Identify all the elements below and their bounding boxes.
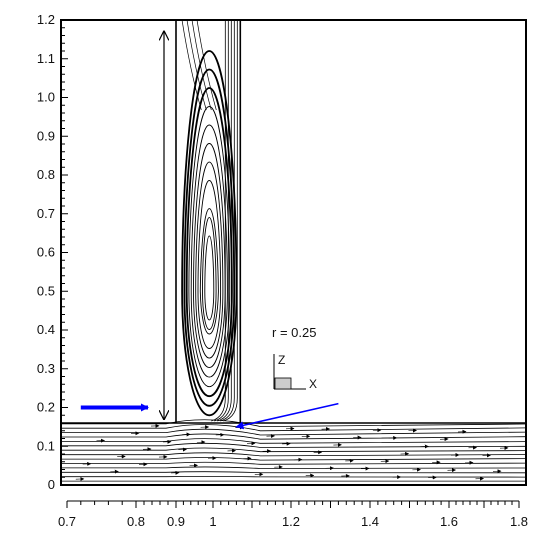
corner-pointer-arrow [235,402,339,430]
x-tick-label: 1.6 [440,514,458,529]
annotation-arrows [80,32,339,430]
y-tick-label: 0.9 [37,128,55,143]
vortex-streamline [185,87,233,398]
vortex-streamline [190,124,228,378]
ratio-label: r = 0.25 [272,325,316,340]
channel-streamline [61,428,526,436]
channel-streamline [61,442,526,448]
x-tick-label: 0.7 [58,514,76,529]
cavity-streamline [223,20,238,422]
y-tick-label: 0.7 [37,206,55,221]
y-tick-label: 0.6 [37,245,55,260]
vortex-streamline [193,143,226,368]
y-tick-label: 1.1 [37,51,55,66]
channel-streamline [61,452,526,457]
x-tick-label: 1 [209,514,216,529]
y-tick-label: 0.4 [37,322,55,337]
x-tick-label: 1.2 [282,514,300,529]
channel-streamline [61,424,526,432]
axis-z-label: Z [278,353,285,367]
y-tick-label: 0.1 [37,438,55,453]
x-tick-label: 0.8 [127,514,145,529]
vortex-streamline [202,217,217,330]
cavity-streamline [186,20,207,111]
cavity-streamline [220,20,235,422]
channel-streamline [61,475,526,478]
vortex-streamline [197,179,222,349]
y-tick-label: 1.2 [37,12,55,27]
vortex-streamline [199,208,219,335]
y-tick-label: 0.8 [37,167,55,182]
cavity-geometry [61,20,526,424]
x-tick-label: 1.4 [361,514,379,529]
cavity-streamline [196,20,217,111]
x-tick-label: 1.8 [510,514,528,529]
channel-streamline [61,461,526,465]
cavity-streamline [191,20,212,111]
x-tick-label: 0.9 [167,514,185,529]
plot-border [60,19,527,486]
channel-streamline [61,447,526,453]
annotations: r = 0.25 Z X [272,325,317,391]
cavity-streamline [181,20,202,111]
vortex-streamline [183,68,236,407]
vortex-streamline [195,161,224,359]
channel-streamline [61,457,526,461]
axis-triad-icon: Z X [273,353,317,391]
plot-frame [60,19,527,486]
vortex-streamline [204,235,215,321]
y-tick-label: 0.3 [37,361,55,376]
y-tick-label: 1.0 [37,90,55,105]
channel-streamline [61,438,526,444]
y-tick-label: 0 [48,477,55,492]
streamlines [61,20,526,482]
y-tick-label: 0.2 [37,400,55,415]
cavity-streamline [214,20,229,422]
cavity-streamline [211,20,226,422]
channel-streamline [61,471,526,474]
channel-streamline [61,433,526,440]
axis-x-label: X [309,377,317,391]
y-axis: 0 0.1 0.2 0.3 0.4 0.5 0.6 0.7 0.8 0.9 1.0 1.1 1.2 [37,12,68,492]
y-tick-label: 0.5 [37,283,55,298]
cavity-streamline [217,20,232,422]
channel-streamline [61,466,526,469]
x-axis: 0.7 0.8 0.9 1 1.2 1.4 1.6 1.8 [58,500,528,529]
